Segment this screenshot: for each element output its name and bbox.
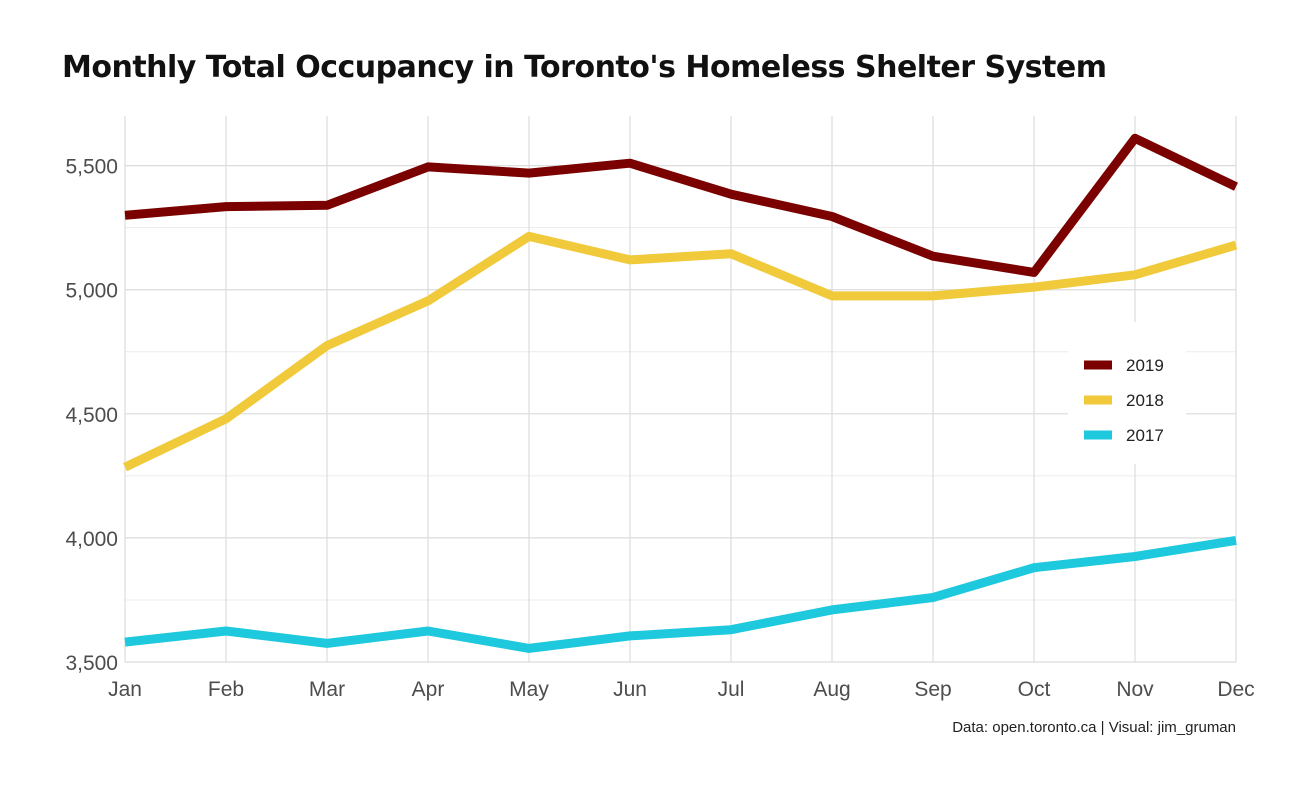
x-tick-label: Feb: [208, 678, 244, 701]
x-tick-label: Aug: [813, 678, 850, 701]
legend-label-2019: 2019: [1126, 356, 1164, 375]
legend-label-2017: 2017: [1126, 426, 1164, 445]
x-tick-label: Apr: [412, 678, 445, 701]
series-lines: [123, 133, 1238, 653]
series-line-2017: [124, 535, 1237, 653]
x-tick-label: Oct: [1018, 678, 1051, 701]
x-tick-label: May: [509, 678, 549, 701]
chart-title: Monthly Total Occupancy in Toronto's Hom…: [62, 50, 1107, 85]
x-tick-label: Mar: [309, 678, 345, 701]
x-tick-label: Dec: [1217, 678, 1254, 701]
series-line-2019: [124, 133, 1238, 277]
y-tick-label: 5,500: [65, 156, 118, 179]
x-tick-label: Sep: [914, 678, 951, 701]
legend: 2019 2018 2017: [1068, 322, 1186, 464]
caption: Data: open.toronto.ca | Visual: jim_grum…: [952, 719, 1236, 736]
x-tick-label: Jun: [613, 678, 647, 701]
series-line-2018: [123, 231, 1238, 472]
y-tick-label: 3,500: [65, 652, 118, 675]
legend-label-2018: 2018: [1126, 391, 1164, 410]
y-axis-tick-labels: 3,500 4,000 4,500 5,000 5,500: [65, 156, 118, 675]
x-tick-label: Nov: [1116, 678, 1154, 701]
y-tick-label: 4,500: [65, 404, 118, 427]
x-tick-label: Jul: [718, 678, 745, 701]
x-axis-tick-labels: Jan Feb Mar Apr May Jun Jul Aug Sep Oct Nov Dec: [108, 678, 1255, 701]
legend-background: [1068, 322, 1186, 464]
y-tick-label: 5,000: [65, 280, 118, 303]
x-tick-label: Jan: [108, 678, 142, 701]
y-tick-label: 4,000: [65, 528, 118, 551]
